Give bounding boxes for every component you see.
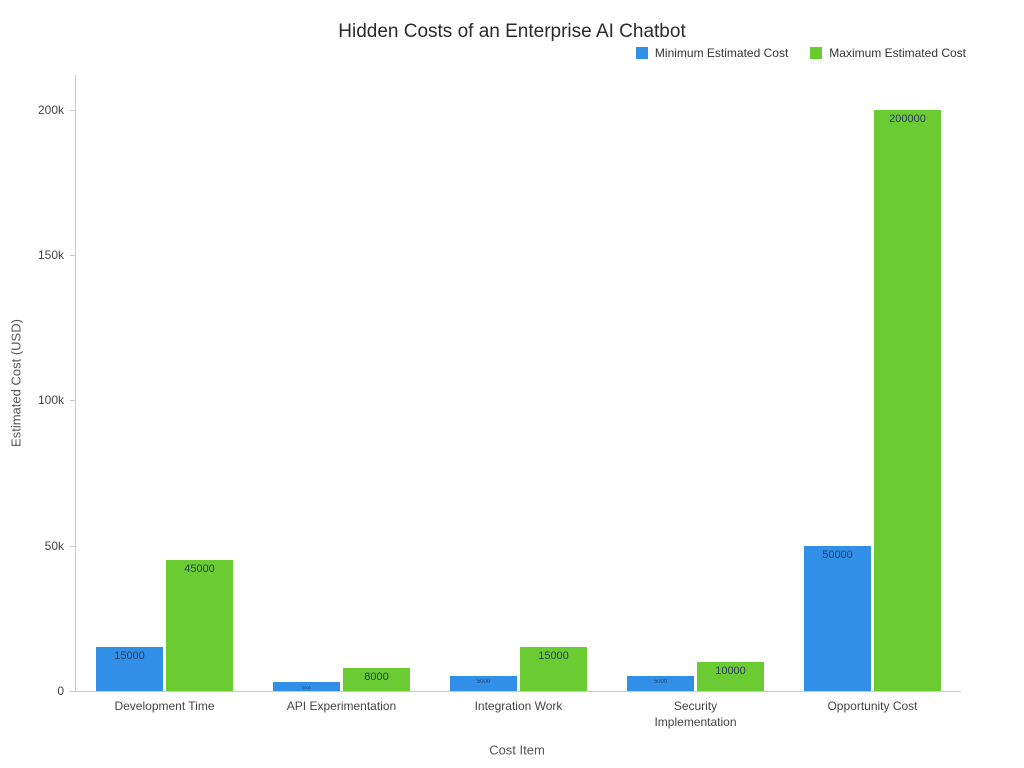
bar-value-label: 5000 [476,679,491,685]
bar-value-label: 200000 [889,113,926,125]
legend-swatch-min [635,47,648,59]
y-tick-label: 50k [44,538,64,553]
y-tick-label: 200k [37,102,64,117]
x-tick-label-text: API Experimentation [286,699,397,713]
x-tick-label: Opportunity Cost [784,699,961,715]
bar-min: 3000 [273,682,340,691]
bar-max: 15000 [520,647,587,691]
y-tick-mark [70,255,75,257]
x-tick-label-text: Integration Work [474,699,563,713]
y-tick-mark [70,109,75,111]
plot-area: 0 50k 100k 150k 200k 15000 45000 Development Ti… [38,75,961,729]
chart-title: Hidden Costs of an Enterprise AI Chatbot [338,21,686,42]
bar-min: 15000 [96,647,163,691]
bar-group: 50000 200000 [784,75,961,691]
bar-value-label: 15000 [538,650,569,662]
bar-value-label: 8000 [364,671,389,683]
bar-value-label: 50000 [822,549,853,561]
bar-value-label: 5000 [653,679,668,685]
bar-value-label: 45000 [184,563,215,575]
bar-value-label: 15000 [114,650,145,662]
bar-value-label: 3000 [302,685,311,690]
y-tick-mark [70,545,75,547]
y-tick-mark [70,400,75,402]
bar-max: 10000 [697,662,764,691]
bar-min: 50000 [804,546,871,691]
x-tick-label-text: Security Implementation [654,699,737,729]
x-tick-label-text: Opportunity Cost [827,699,918,713]
bar-group: 5000 15000 [430,75,607,691]
x-tick-label: Security Implementation [607,699,784,730]
bar-value-label: 10000 [715,665,746,677]
y-tick-label: 150k [37,248,64,263]
x-tick-label: Integration Work [430,699,607,715]
y-axis-title: Estimated Cost (USD) [8,319,24,447]
legend-item-min[interactable]: Minimum Estimated Cost [635,46,789,60]
x-tick-label-text: Development Time [114,699,215,713]
y-tick-mark [70,691,75,692]
y-tick-label: 0 [57,684,64,698]
bar-group: 15000 45000 [76,75,253,691]
legend-label-min: Minimum Estimated Cost [654,46,789,60]
bar-max: 45000 [166,560,233,691]
x-tick-label: Development Time [76,699,253,715]
legend-swatch-max [810,47,823,59]
x-tick-label: API Experimentation [253,699,430,715]
legend: Minimum Estimated Cost Maximum Estimated… [635,46,966,60]
legend-item-max[interactable]: Maximum Estimated Cost [810,46,966,60]
bar-min: 5000 [627,676,694,691]
bar-max: 200000 [874,110,941,691]
bar-max: 8000 [343,668,410,691]
bar-min: 5000 [450,676,517,691]
legend-label-max: Maximum Estimated Cost [829,46,966,60]
y-tick-label: 100k [37,393,64,408]
bar-group: 3000 8000 [253,75,430,691]
bar-group: 5000 10000 [607,75,784,691]
x-axis-title: Cost Item [489,742,545,758]
